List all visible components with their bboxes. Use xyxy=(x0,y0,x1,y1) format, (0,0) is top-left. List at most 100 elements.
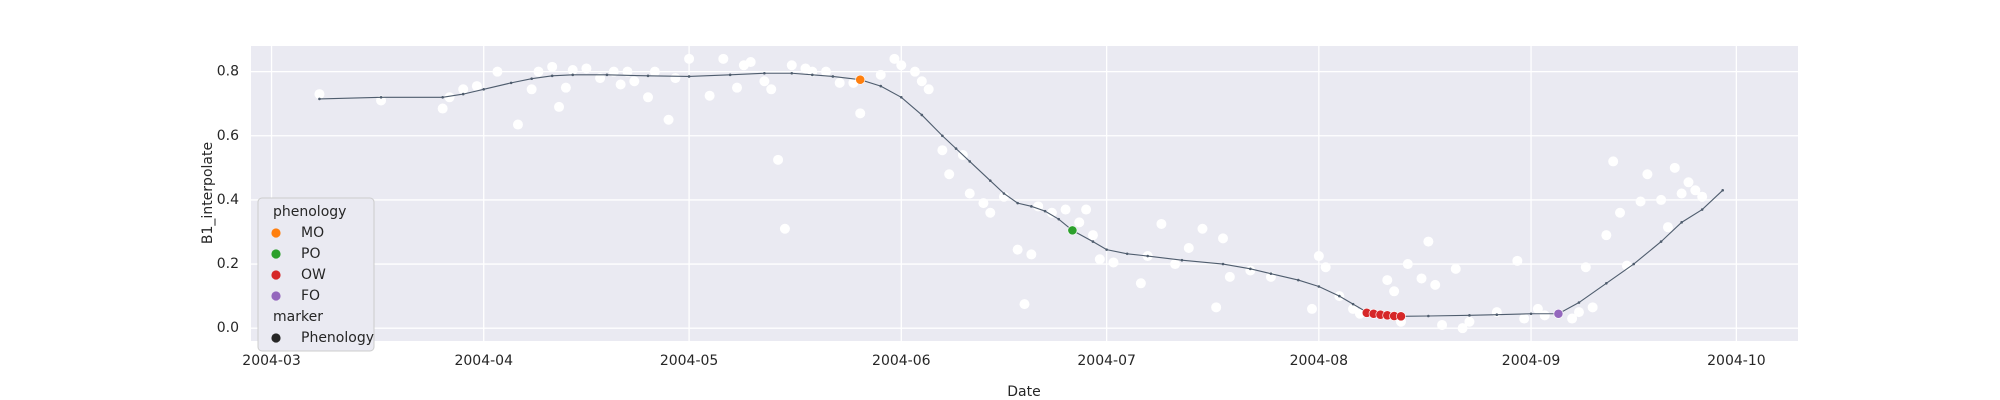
observation-point xyxy=(670,73,681,84)
y-tick-label: 0.2 xyxy=(217,256,239,272)
line-vertex xyxy=(1146,254,1150,258)
observation-point xyxy=(492,66,503,77)
observation-point xyxy=(1313,251,1324,262)
observation-point xyxy=(1046,207,1057,218)
observation-point xyxy=(773,154,784,165)
observation-point xyxy=(1642,169,1653,180)
grid xyxy=(251,46,1798,341)
line-vertex xyxy=(1317,285,1321,288)
observation-point xyxy=(1437,319,1448,330)
observation-point xyxy=(978,198,989,209)
observation-point xyxy=(834,77,845,88)
observation-point xyxy=(1170,259,1181,270)
observation-point xyxy=(1060,204,1071,215)
observation-point xyxy=(786,60,797,71)
line-vertex xyxy=(605,73,609,77)
legend-marker xyxy=(271,333,281,343)
observation-point xyxy=(916,76,927,87)
line-vertex xyxy=(1577,301,1581,304)
observation-point xyxy=(643,92,654,103)
line-vertex xyxy=(441,96,444,99)
line-vertex xyxy=(988,179,992,182)
line-vertex xyxy=(1338,294,1341,298)
line-vertex xyxy=(1016,201,1019,205)
line-vertex xyxy=(941,134,944,138)
observation-point xyxy=(1320,262,1331,273)
line-vertex xyxy=(728,73,732,77)
observation-point xyxy=(444,92,455,103)
observation-point xyxy=(944,169,955,180)
line-vertex xyxy=(879,84,883,88)
observation-point xyxy=(1697,191,1708,202)
line-vertex xyxy=(1002,192,1006,195)
observation-point xyxy=(964,188,975,199)
line-vertex xyxy=(1249,267,1252,271)
line-vertex xyxy=(530,77,533,81)
line-vertex xyxy=(954,147,958,150)
line-vertex xyxy=(1427,314,1430,318)
line-vertex xyxy=(831,75,835,78)
legend-box xyxy=(257,197,375,352)
observation-point xyxy=(1306,303,1317,314)
line-vertex xyxy=(1529,312,1533,316)
observation-point xyxy=(1211,302,1222,313)
observation-point xyxy=(615,79,626,90)
legend-title: marker xyxy=(273,309,323,325)
observation-point xyxy=(1519,313,1530,324)
x-axis-label: Date xyxy=(1007,384,1040,400)
observation-point xyxy=(547,61,558,72)
line-vertex xyxy=(687,75,691,78)
observation-point xyxy=(1683,177,1694,188)
observation-point xyxy=(1026,249,1037,260)
observation-point xyxy=(1224,271,1235,282)
observation-point xyxy=(1183,243,1194,254)
line-vertex xyxy=(1297,278,1300,282)
line-vertex xyxy=(509,81,513,85)
line-vertex xyxy=(811,73,814,77)
legend-label: OW xyxy=(301,267,326,283)
observation-point xyxy=(937,145,948,156)
observation-point xyxy=(889,53,900,64)
observation-point xyxy=(1218,233,1229,244)
legend-label: MO xyxy=(301,225,324,241)
observation-point xyxy=(1087,230,1098,241)
phenology-point xyxy=(1396,311,1406,322)
y-tick-label: 0.4 xyxy=(217,192,239,208)
y-tick-label: 0.0 xyxy=(217,320,239,336)
line-vertex xyxy=(1105,248,1108,251)
observation-point xyxy=(622,66,633,77)
observation-point xyxy=(314,89,325,100)
observation-point xyxy=(629,76,640,87)
observation-point xyxy=(1081,204,1092,215)
observation-point xyxy=(766,84,777,95)
y-tick-label: 0.8 xyxy=(217,64,239,80)
line-vertex xyxy=(1269,272,1273,275)
observation-point xyxy=(1245,265,1256,276)
data xyxy=(314,53,1725,334)
x-tick-label: 2004-09 xyxy=(1502,353,1561,369)
observation-point xyxy=(1669,162,1680,173)
line-vertex xyxy=(1125,252,1129,256)
line-vertex xyxy=(646,74,650,78)
observation-point xyxy=(1608,156,1619,167)
legend: phenology MO PO OW FO marker Phenology xyxy=(257,197,375,352)
observation-point xyxy=(581,63,592,74)
legend-title: phenology xyxy=(273,204,346,220)
observation-point xyxy=(923,84,934,95)
observation-point xyxy=(820,66,831,77)
legend-label: FO xyxy=(301,288,320,304)
observation-point xyxy=(1033,201,1044,212)
x-tick-label: 2004-10 xyxy=(1707,353,1766,369)
legend-marker xyxy=(271,249,281,259)
observation-point xyxy=(1135,278,1146,289)
line-vertex xyxy=(920,113,924,117)
x-tick-label: 2004-07 xyxy=(1077,353,1136,369)
observation-point xyxy=(1416,273,1427,284)
observation-point xyxy=(1621,260,1632,271)
line-vertex xyxy=(1221,262,1225,266)
observation-point xyxy=(376,95,387,106)
line-vertex xyxy=(1180,258,1184,262)
observation-point xyxy=(526,84,537,95)
observation-point xyxy=(704,90,715,101)
y-axis-label: B1_interpolate xyxy=(200,142,216,244)
